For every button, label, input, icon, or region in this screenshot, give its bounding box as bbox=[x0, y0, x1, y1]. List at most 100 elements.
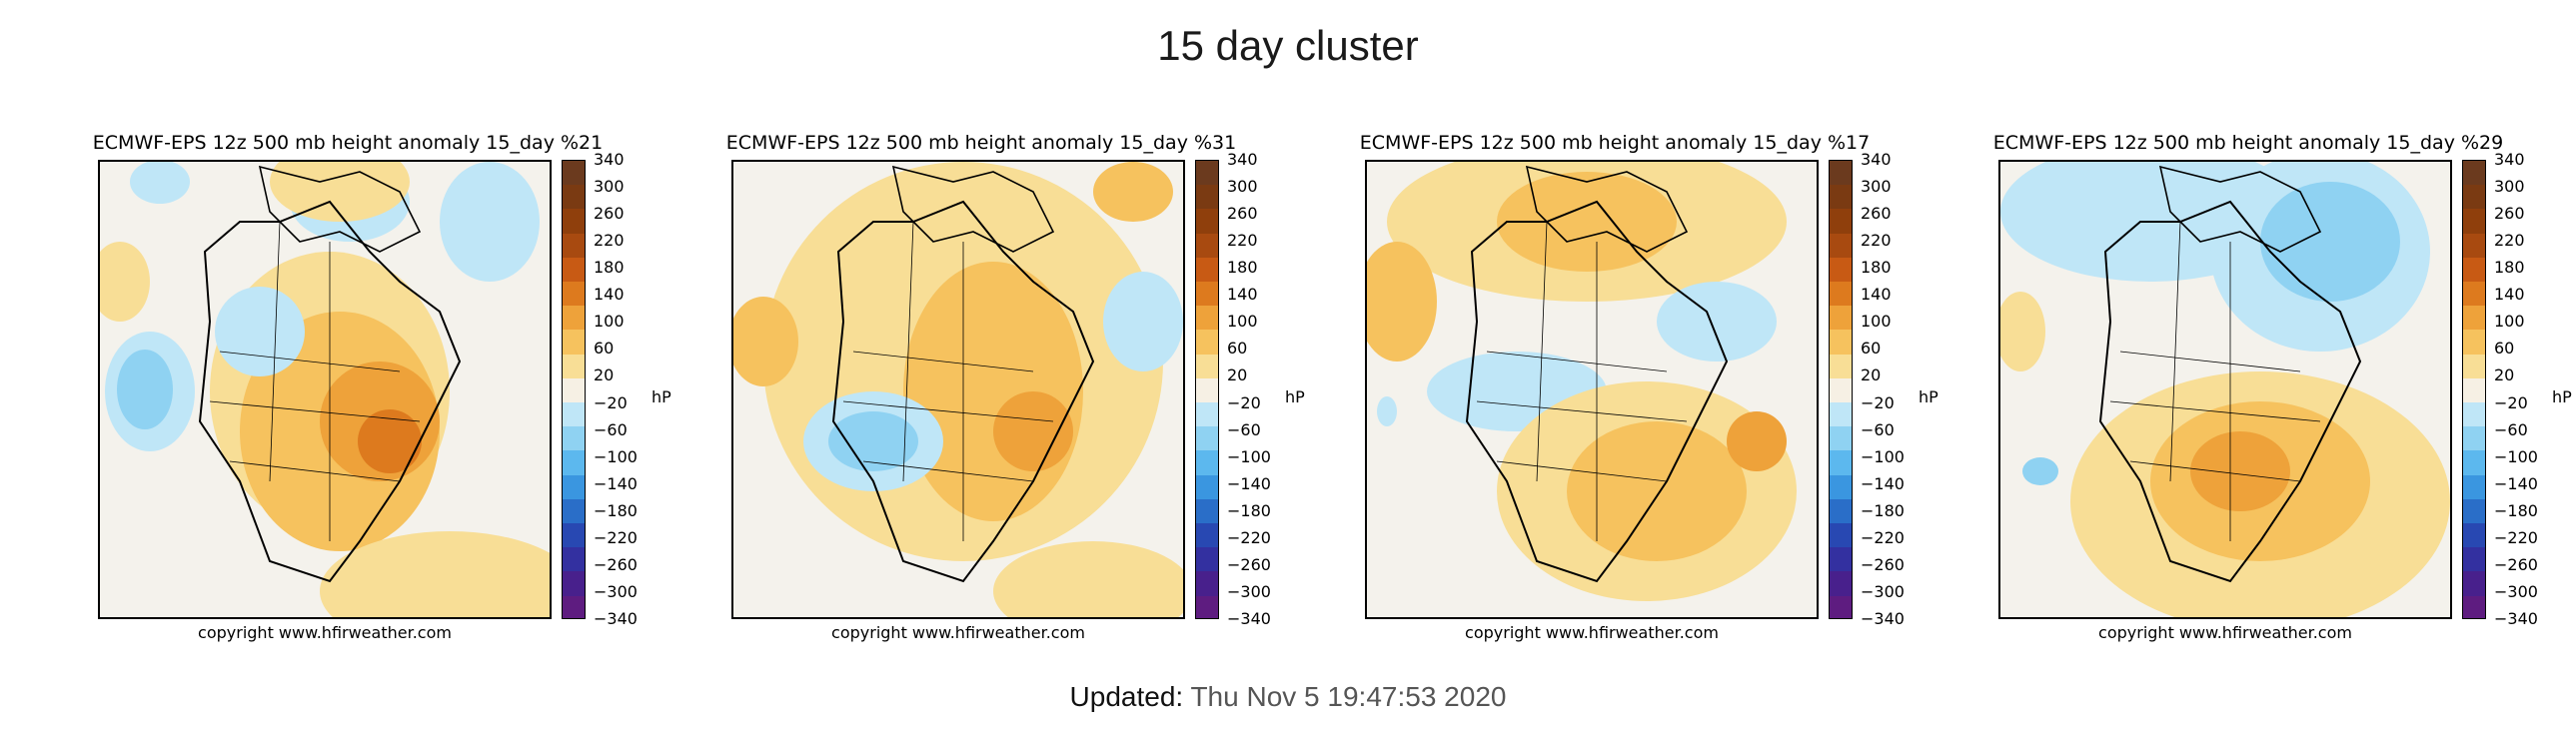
colorbar-segment bbox=[2463, 377, 2485, 403]
colorbar-segment bbox=[1196, 377, 1218, 403]
anomaly-map bbox=[1998, 160, 2452, 619]
colorbar bbox=[562, 160, 586, 619]
colorbar-tick-label: 20 bbox=[594, 365, 615, 385]
colorbar-segment bbox=[1830, 571, 1852, 596]
colorbar-tick-label: −140 bbox=[1227, 473, 1271, 493]
colorbar-segment bbox=[1830, 257, 1852, 283]
colorbar bbox=[1195, 160, 1219, 619]
colorbar-segment bbox=[2463, 306, 2485, 331]
colorbar-tick-label: 300 bbox=[2494, 177, 2525, 197]
colorbar-segment bbox=[563, 354, 585, 378]
colorbar-tick-label: −20 bbox=[1227, 392, 1261, 412]
colorbar-segment bbox=[563, 233, 585, 258]
colorbar-tick-label: 220 bbox=[1227, 231, 1258, 251]
colorbar-segment bbox=[1196, 330, 1218, 355]
map-panel: ECMWF-EPS 12z 500 mb height anomaly 15_d… bbox=[1968, 132, 2572, 651]
colorbar-tick-label: −100 bbox=[594, 446, 638, 466]
colorbar-segment bbox=[563, 209, 585, 234]
colorbar-tick-label: −100 bbox=[1227, 446, 1271, 466]
colorbar-segment bbox=[2463, 498, 2485, 524]
colorbar-segment bbox=[563, 595, 585, 618]
colorbar-tick-label: −260 bbox=[594, 554, 638, 574]
colorbar-tick-label: −300 bbox=[1861, 581, 1905, 601]
colorbar-tick-label: 20 bbox=[1227, 365, 1248, 385]
colorbar-segment bbox=[2463, 547, 2485, 572]
colorbar-tick-label: 180 bbox=[1861, 258, 1892, 278]
colorbar-unit: hP bbox=[2552, 387, 2572, 406]
colorbar-tick-label: −60 bbox=[1227, 419, 1261, 439]
colorbar-tick-label: −300 bbox=[2494, 581, 2538, 601]
colorbar-tick-label: 20 bbox=[2494, 365, 2515, 385]
colorbar bbox=[1829, 160, 1853, 619]
colorbar-tick-label: −220 bbox=[594, 527, 638, 547]
updated-value: Thu Nov 5 19:47:53 2020 bbox=[1190, 681, 1507, 712]
colorbar-segment bbox=[2463, 185, 2485, 210]
colorbar-segment bbox=[2463, 282, 2485, 307]
colorbar-tick-label: −300 bbox=[594, 581, 638, 601]
colorbar-tick-label: −100 bbox=[1861, 446, 1905, 466]
updated-label: Updated: bbox=[1069, 681, 1184, 712]
colorbar-segment bbox=[1196, 233, 1218, 258]
colorbar-segment bbox=[1196, 571, 1218, 596]
colorbar-segment bbox=[2463, 354, 2485, 378]
colorbar-tick-label: 100 bbox=[2494, 312, 2525, 332]
colorbar-segment bbox=[2463, 209, 2485, 234]
colorbar-tick-label: 220 bbox=[594, 231, 625, 251]
colorbar-tick-label: 340 bbox=[594, 150, 625, 169]
colorbar-segment bbox=[2463, 450, 2485, 475]
colorbar-tick-label: 300 bbox=[594, 177, 625, 197]
colorbar-tick-label: 260 bbox=[1227, 204, 1258, 224]
colorbar-segment bbox=[563, 377, 585, 403]
colorbar-segment bbox=[2463, 161, 2485, 186]
colorbar-segment bbox=[563, 257, 585, 283]
colorbar-segment bbox=[563, 474, 585, 499]
colorbar-tick-label: −340 bbox=[594, 609, 638, 628]
colorbar-tick-label: 300 bbox=[1227, 177, 1258, 197]
colorbar-segment bbox=[1830, 306, 1852, 331]
colorbar-segment bbox=[1196, 498, 1218, 524]
colorbar-tick-label: 60 bbox=[1227, 339, 1248, 359]
colorbar-segment bbox=[1196, 426, 1218, 451]
colorbar-tick-label: −20 bbox=[2494, 392, 2528, 412]
colorbar-segment bbox=[2463, 402, 2485, 427]
colorbar-tick-label: 60 bbox=[2494, 339, 2515, 359]
copyright-text: copyright www.hfirweather.com bbox=[1465, 623, 1719, 642]
colorbar-tick-label: −20 bbox=[1861, 392, 1895, 412]
colorbar-tick-label: −340 bbox=[1227, 609, 1271, 628]
colorbar-tick-label: 260 bbox=[594, 204, 625, 224]
anomaly-map bbox=[731, 160, 1185, 619]
colorbar-segment bbox=[1196, 354, 1218, 378]
colorbar-segment bbox=[1830, 161, 1852, 186]
colorbar-segment bbox=[2463, 257, 2485, 283]
colorbar-segment bbox=[1196, 450, 1218, 475]
colorbar-segment bbox=[563, 523, 585, 548]
colorbar-segment bbox=[1830, 547, 1852, 572]
map-panel: ECMWF-EPS 12z 500 mb height anomaly 15_d… bbox=[701, 132, 1305, 651]
colorbar-tick-label: 300 bbox=[1861, 177, 1892, 197]
colorbar-segment bbox=[1830, 595, 1852, 618]
colorbar-segment bbox=[563, 426, 585, 451]
page-title: 15 day cluster bbox=[1157, 22, 1419, 69]
colorbar-segment bbox=[1830, 426, 1852, 451]
colorbar-segment bbox=[2463, 426, 2485, 451]
colorbar-tick-label: −140 bbox=[2494, 473, 2538, 493]
colorbar-tick-label: −140 bbox=[1861, 473, 1905, 493]
colorbar-unit: hP bbox=[1285, 387, 1305, 406]
colorbar-segment bbox=[1196, 185, 1218, 210]
copyright-text: copyright www.hfirweather.com bbox=[2098, 623, 2352, 642]
colorbar-tick-label: 180 bbox=[594, 258, 625, 278]
colorbar-tick-label: −180 bbox=[2494, 500, 2538, 520]
colorbar-tick-label: 100 bbox=[1227, 312, 1258, 332]
colorbar-tick-label: −60 bbox=[2494, 419, 2528, 439]
colorbar-segment bbox=[563, 450, 585, 475]
colorbar-tick-label: 180 bbox=[2494, 258, 2525, 278]
colorbar-tick-label: −180 bbox=[1861, 500, 1905, 520]
colorbar-segment bbox=[1830, 185, 1852, 210]
colorbar-segment bbox=[563, 185, 585, 210]
colorbar-tick-label: −260 bbox=[1227, 554, 1271, 574]
colorbar-tick-label: 140 bbox=[2494, 285, 2525, 305]
anomaly-map bbox=[1365, 160, 1819, 619]
colorbar-segment bbox=[1196, 547, 1218, 572]
anomaly-map bbox=[98, 160, 552, 619]
colorbar-segment bbox=[1196, 257, 1218, 283]
